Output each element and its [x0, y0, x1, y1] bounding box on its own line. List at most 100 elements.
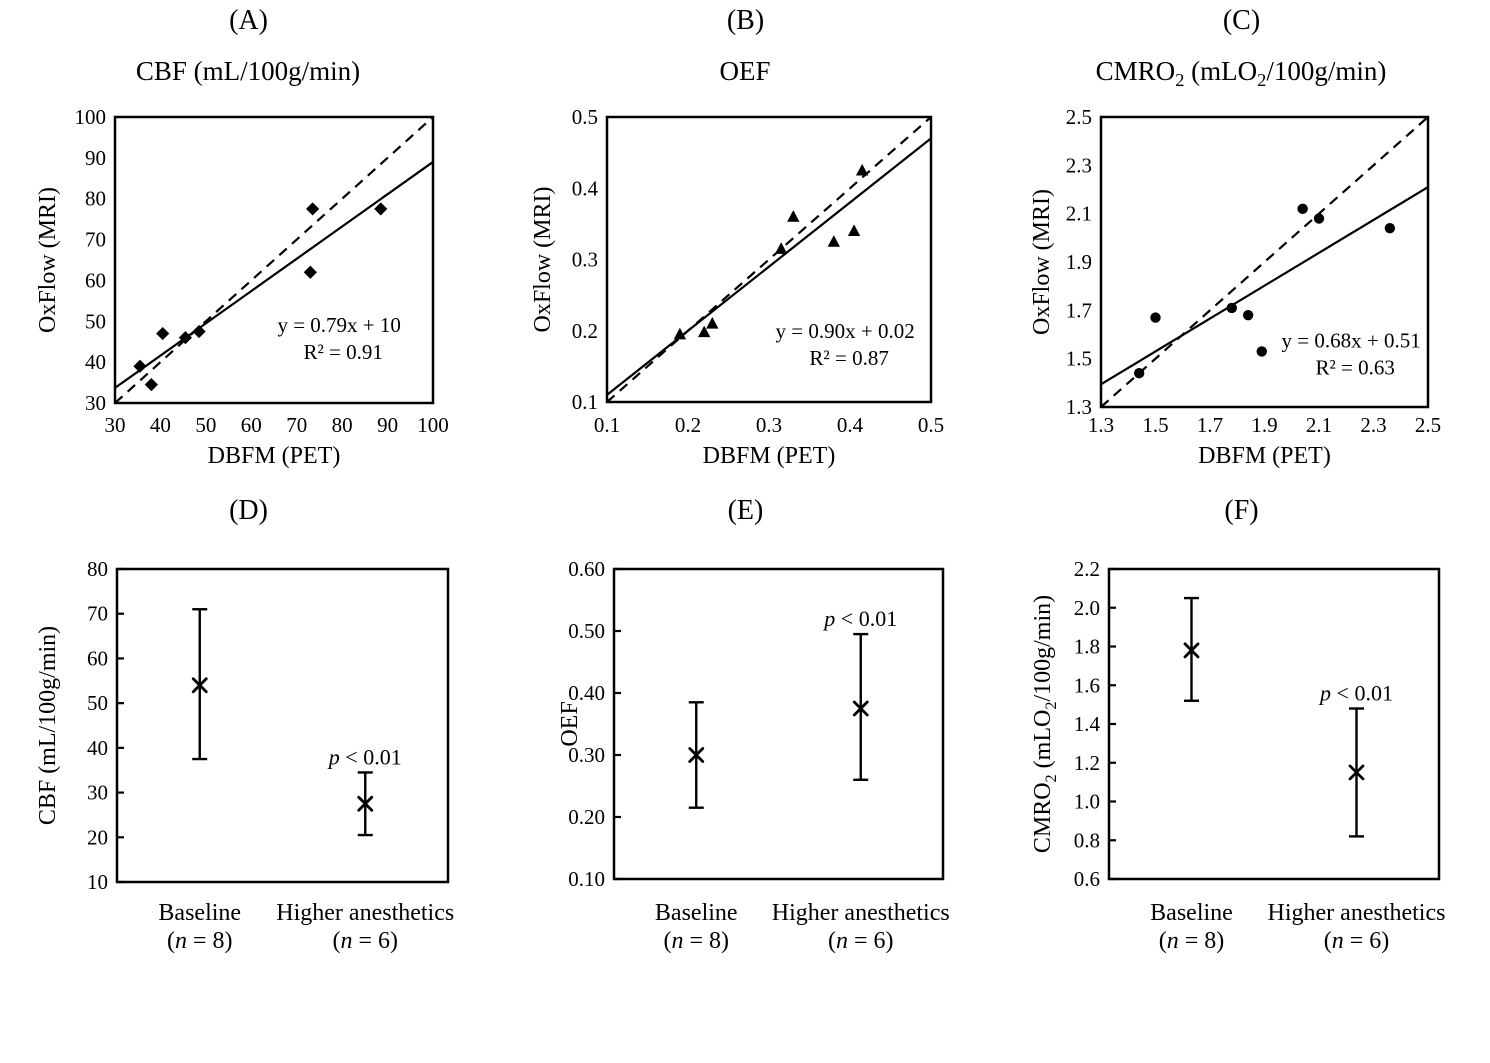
plot-frame [115, 567, 450, 884]
panel-letter-a: (A) [229, 5, 268, 36]
data-point [156, 326, 170, 341]
mean-marker [852, 700, 869, 717]
y-tick-label: 2.5 [1066, 105, 1092, 129]
r-squared-label: R² = 0.63 [1315, 356, 1394, 380]
identity-line [1100, 116, 1429, 408]
y-tick-label: 50 [85, 309, 106, 333]
data-point [787, 210, 800, 222]
data-point [1133, 367, 1145, 379]
y-tick-label: 0.50 [568, 619, 605, 643]
plot-frame [612, 567, 945, 881]
equation-label: y = 0.68x + 0.51 [1282, 329, 1421, 353]
y-tick-label: 1.7 [1066, 298, 1092, 322]
identity-line [606, 116, 932, 403]
data-point [1256, 346, 1267, 357]
y-tick-label: 2.0 [1074, 596, 1100, 620]
y-tick-label: 1.5 [1066, 347, 1092, 371]
y-tick-label: 1.0 [1074, 790, 1100, 814]
data-point [178, 331, 193, 345]
x-tick-label: 0.4 [837, 413, 864, 437]
y-tick-label: 30 [85, 391, 106, 415]
y-tick-label: 0.30 [568, 743, 605, 767]
y-tick-label: 80 [87, 557, 108, 581]
y-tick-label: 80 [85, 187, 106, 211]
category-label: Baseline [158, 900, 241, 926]
y-tick-label: 50 [87, 691, 108, 715]
x-tick-label: 0.2 [675, 413, 701, 437]
panel-c-scatter-chart: CMRO2 (mLO2/100g/min) OxFlow (MRI) 1.3 1.5 1… [1029, 56, 1441, 469]
sample-size-label: (n = 8) [167, 928, 233, 954]
data-point [1297, 203, 1308, 215]
sample-size-label: (n = 6) [1324, 928, 1390, 954]
y-tick-label: 90 [85, 146, 106, 170]
regression-line [114, 161, 434, 389]
regression-line [606, 137, 932, 396]
y-axis-label: CBF (mL/100g/min) [35, 626, 61, 825]
y-axis-label: OxFlow (MRI) [530, 186, 556, 332]
data-point [192, 324, 206, 339]
panel-a-scatter-chart: CBF (mL/100g/min) OxFlow (MRI) 30 40 50 60 70 8… [35, 56, 449, 469]
y-tick-label: 1.2 [1074, 751, 1100, 775]
data-point [144, 378, 158, 392]
data-point [1384, 222, 1396, 234]
panel-letter-e: (E) [727, 495, 764, 526]
plot-frame [605, 115, 933, 404]
panel-d-errorbar-chart: CBF (mL/100g/min) 10 20 30 40 50 60 70 80 Baselin… [35, 557, 454, 954]
data-point [1313, 213, 1325, 224]
category-label: Baseline [1150, 900, 1233, 926]
x-tick-label: 0.1 [594, 413, 620, 437]
data-point [698, 325, 711, 338]
sample-size-label: (n = 6) [332, 928, 398, 954]
y-tick-label: 0.5 [572, 105, 598, 129]
category-label: Higher anesthetics [772, 900, 950, 926]
p-value-label: p < 0.01 [327, 744, 402, 769]
panel-f-errorbar-chart: CMRO2 (mLO2/100g/min) 0.6 0.8 1.0 1.2 1.4 1.6 1… [1030, 557, 1446, 954]
p-value-label: p < 0.01 [1318, 681, 1393, 706]
y-tick-label: 100 [75, 105, 107, 129]
y-tick-label: 0.8 [1074, 828, 1100, 852]
x-tick-label: 40 [150, 413, 171, 437]
x-tick-label: 1.9 [1251, 413, 1277, 437]
category-label: Higher anesthetics [1268, 900, 1446, 926]
chart-title: OEF [719, 56, 770, 86]
equation-label: y = 0.79x + 10 [277, 313, 400, 337]
x-tick-label: 30 [105, 413, 126, 437]
y-tick-label: 0.20 [568, 805, 605, 829]
data-point [1150, 312, 1161, 323]
y-axis-label: OxFlow (MRI) [35, 187, 61, 333]
data-point [133, 359, 147, 373]
y-tick-label: 60 [87, 646, 108, 670]
chart-title: CBF (mL/100g/min) [136, 56, 360, 86]
identity-line [114, 116, 434, 404]
x-tick-label: 60 [241, 413, 262, 437]
panel-letter-c: (C) [1222, 5, 1261, 36]
y-axis-label: OxFlow (MRI) [1029, 189, 1055, 335]
data-point [374, 202, 388, 216]
x-tick-label: 0.5 [918, 413, 944, 437]
panel-b-scatter-chart: OEF OxFlow (MRI) 0.1 0.2 0.3 0.4 0.5 0.1 0.2 0.3 0… [530, 56, 944, 469]
data-point [847, 224, 861, 236]
y-tick-label: 0.2 [572, 319, 598, 343]
y-tick-label: 40 [87, 736, 108, 760]
x-axis-label: DBFM (PET) [208, 443, 341, 469]
x-tick-label: 70 [286, 413, 307, 437]
data-point [306, 202, 320, 216]
mean-marker [357, 795, 374, 812]
mean-marker [688, 747, 705, 763]
y-tick-label: 0.6 [1074, 867, 1100, 891]
y-tick-label: 1.4 [1074, 712, 1101, 736]
r-squared-label: R² = 0.91 [303, 340, 382, 364]
data-point [855, 163, 869, 176]
y-tick-label: 20 [87, 825, 108, 849]
panel-letter-d: (D) [229, 495, 268, 526]
x-axis-label: DBFM (PET) [1198, 443, 1331, 469]
y-tick-label: 0.1 [572, 390, 598, 414]
category-label: Higher anesthetics [276, 900, 454, 926]
y-tick-label: 30 [87, 781, 108, 805]
y-tick-label: 0.10 [568, 867, 605, 891]
x-tick-label: 1.7 [1197, 413, 1223, 437]
y-tick-label: 0.4 [572, 176, 599, 200]
x-axis-label: DBFM (PET) [703, 443, 836, 469]
